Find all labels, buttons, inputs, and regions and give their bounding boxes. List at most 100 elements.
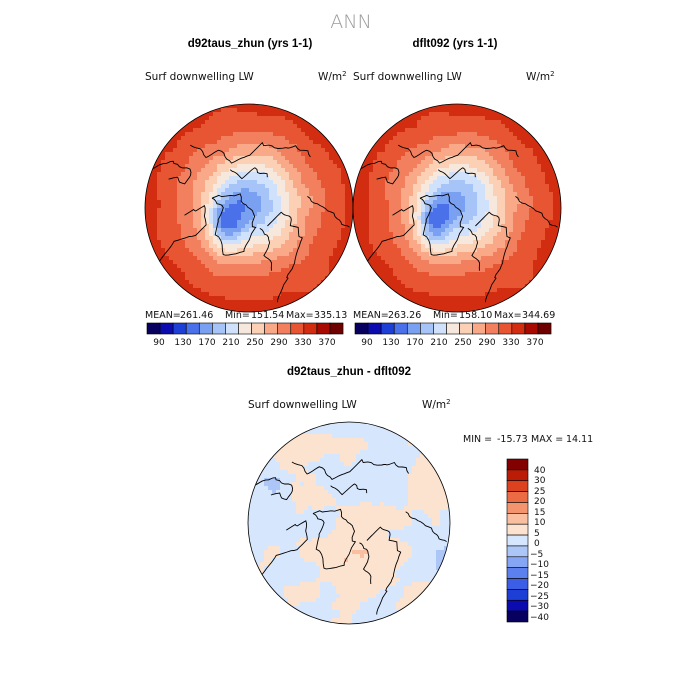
colorbar-box [537, 322, 552, 335]
colorbar-labels: 90 130 170 210 250 290 330 370 [361, 338, 544, 348]
colorbar-box [367, 322, 382, 335]
colorbar-box [393, 322, 408, 335]
map-area [353, 104, 561, 312]
coastline-segment [307, 196, 350, 228]
colorbar-box [146, 322, 161, 335]
coastline [152, 141, 350, 303]
coastline-segment [437, 167, 476, 180]
colorbar [146, 322, 344, 335]
max-label: MAX = [531, 434, 563, 445]
panel-title: dflt092 (yrs 1-1) [412, 38, 497, 50]
colorbar-tick: 0 [534, 539, 540, 549]
units-label: W/m2 [422, 398, 451, 411]
colorbar-labels: 40 30 25 20 15 10 5 0 −5 −10 −15 −20 −25… [530, 466, 549, 623]
colorbar-tick: −20 [530, 581, 549, 591]
colorbar-box [506, 523, 529, 536]
coastline-segment [397, 141, 519, 164]
mean-value: 261.46 [180, 310, 213, 321]
colorbar-box [459, 322, 473, 335]
coastline-segment [291, 458, 409, 480]
colorbar-box [506, 534, 529, 547]
colorbar-box [506, 589, 529, 601]
stats-line: MEAN= 261.46 Min= 151.54 Max= 335.13 [145, 310, 347, 321]
colorbar-box [172, 322, 187, 335]
figure-title: ANN [330, 11, 371, 33]
colorbar-box [354, 322, 369, 335]
colorbar-box [238, 322, 252, 335]
coastline-segment [405, 511, 447, 542]
units-label: W/m2 [526, 70, 555, 83]
mean-label: MEAN= [145, 310, 181, 321]
colorbar-tick: 250 [246, 338, 263, 348]
coastline-segment [467, 228, 481, 271]
coastline-segment [475, 211, 511, 303]
max-label: Max= [286, 310, 314, 321]
colorbar-tick: 370 [526, 338, 543, 348]
colorbar-box [511, 322, 526, 335]
colorbar-tick: 10 [534, 518, 546, 528]
max-value: 14.11 [566, 434, 593, 445]
coastline-segment [211, 193, 257, 256]
coastline-segment [159, 205, 207, 262]
coastline [255, 458, 447, 615]
colorbar-box [406, 322, 421, 335]
colorbar-box [485, 322, 500, 335]
colorbar-tick: −25 [530, 592, 549, 602]
map-border [352, 103, 562, 313]
colorbar-tick: 170 [198, 338, 215, 348]
colorbar-tick: 5 [534, 529, 540, 539]
panel-title: d92taus_zhun (yrs 1-1) [188, 38, 313, 50]
colorbar-box [290, 322, 305, 335]
coastline-segment [360, 160, 400, 185]
coastline-segment [229, 167, 268, 180]
colorbar-tick: 130 [174, 338, 191, 348]
variable-label: Surf downwelling LW [353, 71, 462, 83]
colorbar-tick: −40 [530, 613, 549, 623]
colorbar-tick: 290 [478, 338, 495, 348]
colorbar-box [506, 502, 529, 514]
coastline-segment [366, 526, 402, 615]
colorbar-box [212, 322, 226, 335]
colorbar-tick: 90 [361, 338, 373, 348]
min-value: -15.73 [497, 434, 528, 445]
colorbar-box [329, 322, 344, 335]
colorbar [506, 458, 529, 623]
max-label: Max= [494, 310, 522, 321]
colorbar-box [303, 322, 318, 335]
colorbar-box [506, 610, 529, 623]
coastline-segment [255, 477, 294, 501]
colorbar-tick: 330 [294, 338, 311, 348]
colorbar-box [506, 491, 529, 503]
coastline-segment [152, 160, 192, 185]
colorbar-tick: −10 [530, 560, 549, 570]
min-value: 151.54 [251, 310, 284, 321]
colorbar-box [506, 578, 529, 590]
coastline-segment [261, 520, 308, 575]
colorbar-labels: 90 130 170 210 250 290 330 370 [153, 338, 336, 348]
colorbar-tick: −15 [530, 571, 549, 581]
colorbar-box [446, 322, 460, 335]
colorbar-box [264, 322, 279, 335]
coastline-segment [330, 483, 368, 496]
colorbar-box [225, 322, 239, 335]
variable-label: Surf downwelling LW [248, 399, 357, 411]
panel-d92taus: d92taus_zhun (yrs 1-1) Surf downwelling … [144, 38, 354, 348]
colorbar-box [433, 322, 447, 335]
colorbar-tick: 170 [406, 338, 423, 348]
coastline-segment [267, 211, 303, 303]
colorbar-tick: 40 [534, 466, 546, 476]
min-label: Min= [225, 310, 250, 321]
colorbar-box [380, 322, 395, 335]
colorbar-tick: 250 [454, 338, 471, 348]
mean-label: MEAN= [353, 310, 389, 321]
coastline-segment [259, 228, 273, 271]
colorbar-box [506, 567, 529, 579]
colorbar-tick: 90 [153, 338, 165, 348]
panel-title: d92taus_zhun - dflt092 [287, 366, 411, 378]
colorbar-box [277, 322, 292, 335]
colorbar-tick: 210 [430, 338, 447, 348]
stats-line: MIN = -15.73 MAX = 14.11 [463, 434, 593, 445]
colorbar-box [316, 322, 331, 335]
coastline [360, 141, 558, 303]
